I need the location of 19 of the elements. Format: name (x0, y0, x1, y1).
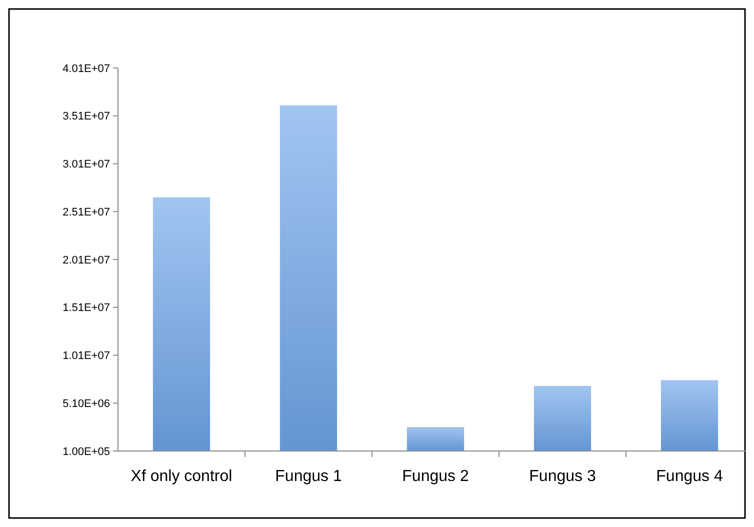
bar (280, 105, 338, 451)
x-tick-label: Fungus 3 (529, 468, 596, 485)
bar (406, 427, 464, 451)
y-tick-label: 1.00E+05 (62, 446, 110, 458)
y-tick-label: 1.51E+07 (62, 302, 110, 314)
x-tick-label: Fungus 2 (402, 468, 469, 485)
y-tick-label: 4.01E+07 (62, 62, 110, 75)
y-tick-label: 2.01E+07 (62, 254, 110, 266)
bar (660, 380, 718, 451)
x-tick-label: Xf only control (130, 468, 232, 485)
bar (534, 386, 592, 451)
y-tick-label: 3.01E+07 (62, 158, 110, 171)
x-tick-label: Fungus 4 (656, 468, 723, 485)
y-tick-label: 2.51E+07 (62, 206, 110, 218)
bar (152, 197, 210, 451)
y-tick-label: 5.10E+06 (62, 398, 110, 410)
y-tick-label: 3.51E+07 (62, 110, 110, 123)
y-tick-label: 1.01E+07 (62, 350, 110, 362)
x-tick-label: Fungus 1 (275, 468, 342, 485)
